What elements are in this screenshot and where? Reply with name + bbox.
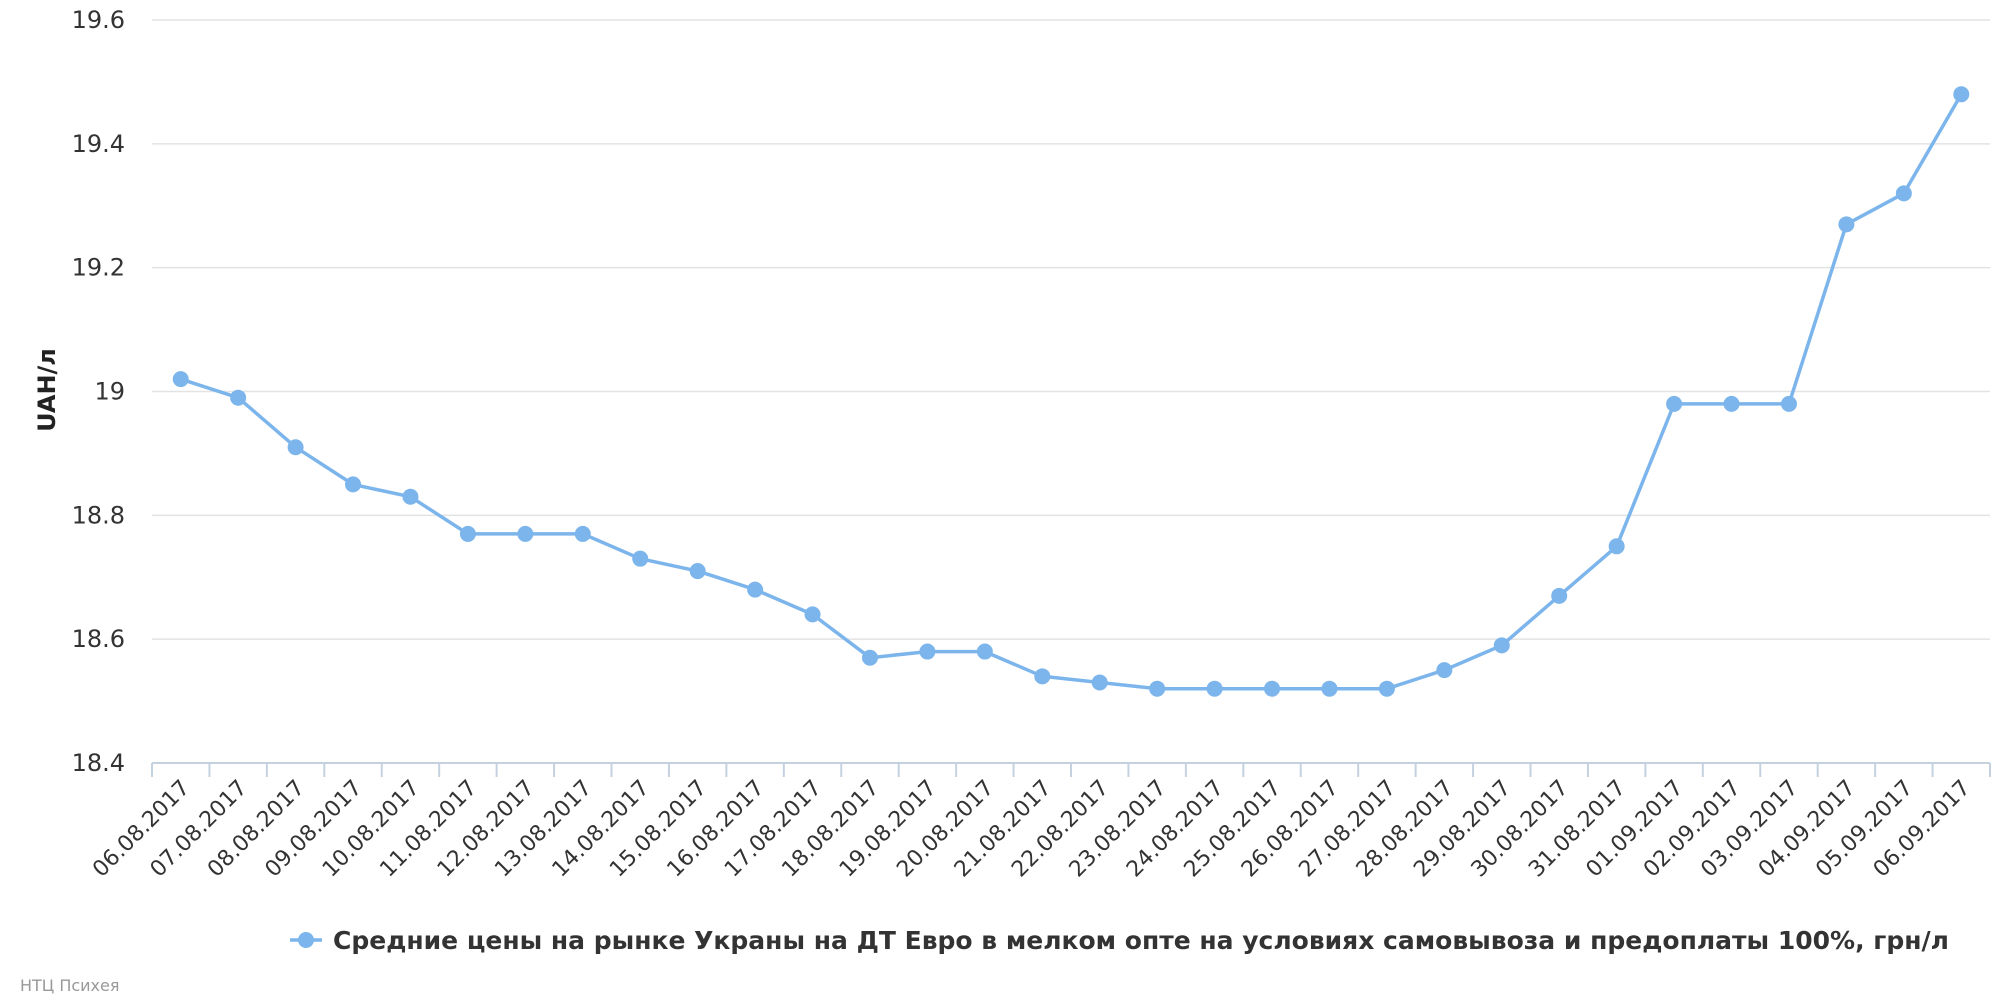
data-point[interactable] — [747, 581, 764, 598]
data-point[interactable] — [1780, 395, 1797, 412]
data-point[interactable] — [1321, 680, 1338, 697]
series-layer — [172, 86, 1970, 697]
data-point[interactable] — [1838, 216, 1855, 233]
y-tick-label: 19 — [94, 378, 125, 406]
y-axis-ticks: 18.4 18.6 18.8 19 19.2 19.4 19.6 — [72, 6, 125, 777]
data-point[interactable] — [1149, 680, 1166, 697]
y-tick-label: 18.8 — [72, 501, 125, 529]
data-point[interactable] — [402, 488, 419, 505]
data-point[interactable] — [574, 525, 591, 542]
x-axis — [151, 762, 1991, 777]
data-point[interactable] — [1436, 662, 1453, 679]
data-point[interactable] — [1723, 395, 1740, 412]
y-tick-label: 18.6 — [72, 625, 125, 653]
grid-layer — [152, 19, 1990, 640]
data-point[interactable] — [1493, 637, 1510, 654]
data-point[interactable] — [172, 371, 189, 388]
data-point[interactable] — [1378, 680, 1395, 697]
data-point[interactable] — [1551, 587, 1568, 604]
data-point[interactable] — [976, 643, 993, 660]
data-point[interactable] — [1666, 395, 1683, 412]
data-point[interactable] — [459, 525, 476, 542]
y-tick-label: 19.2 — [72, 254, 125, 282]
data-point[interactable] — [1895, 185, 1912, 202]
legend-label: Средние цены на рынке Украны на ДТ Евро … — [333, 926, 1949, 955]
x-axis-ticks: 06.08.201707.08.201708.08.201709.08.2017… — [88, 776, 1975, 883]
data-point[interactable] — [345, 476, 362, 493]
legend-marker — [298, 932, 314, 948]
y-tick-label: 19.6 — [72, 6, 125, 34]
data-point[interactable] — [287, 439, 304, 456]
y-tick-label: 18.4 — [72, 749, 125, 777]
data-point[interactable] — [1206, 680, 1223, 697]
data-point[interactable] — [1091, 674, 1108, 691]
data-point[interactable] — [804, 606, 821, 623]
legend[interactable]: Средние цены на рынке Украны на ДТ Евро … — [290, 926, 1949, 955]
data-point[interactable] — [1608, 538, 1625, 555]
data-point[interactable] — [1264, 680, 1281, 697]
series-line — [178, 92, 1964, 691]
y-tick-label: 19.4 — [72, 130, 125, 158]
data-point[interactable] — [861, 649, 878, 666]
data-point[interactable] — [1034, 668, 1051, 685]
credits-text[interactable]: НТЦ Психея — [20, 976, 119, 995]
data-point[interactable] — [230, 389, 247, 406]
data-point[interactable] — [632, 550, 649, 567]
data-point[interactable] — [1953, 86, 1970, 103]
data-point[interactable] — [919, 643, 936, 660]
y-axis-label: UAH/л — [33, 348, 61, 432]
data-point[interactable] — [517, 525, 534, 542]
data-point[interactable] — [689, 563, 706, 580]
